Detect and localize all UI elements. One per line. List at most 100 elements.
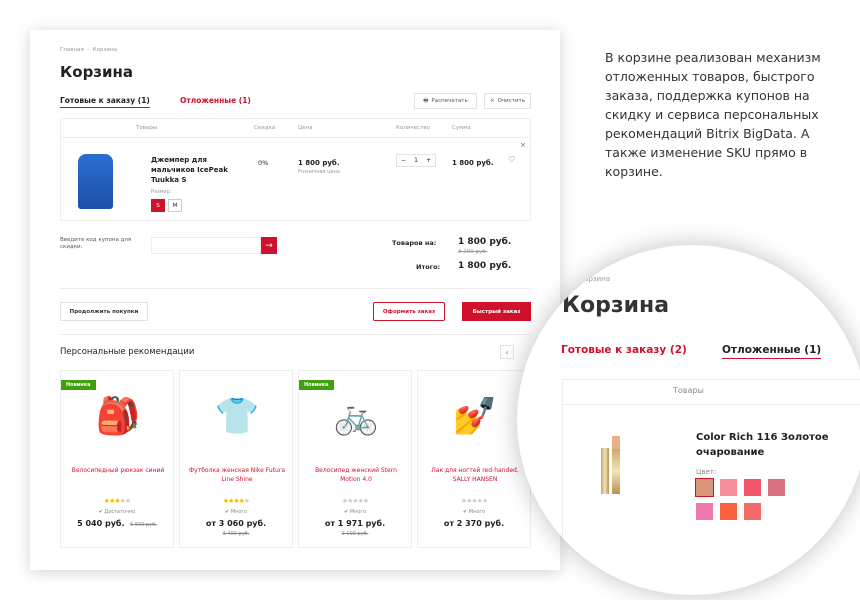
star-icon: ★ — [341, 497, 348, 505]
check-icon: ✔ — [224, 509, 230, 515]
color-swatch[interactable] — [744, 479, 761, 496]
star-icon: ★ — [222, 497, 229, 505]
zoom-lipstick-image[interactable] — [601, 448, 609, 494]
print-label: Распечатать — [431, 98, 468, 104]
quantity-value[interactable]: 1 — [414, 157, 418, 164]
product-image[interactable]: 🚲 — [333, 396, 379, 437]
availability: ✔ Много — [180, 509, 292, 515]
product-image[interactable]: 👕 — [214, 396, 260, 437]
plus-button[interactable]: + — [426, 157, 432, 164]
recommendation-card[interactable]: Новинка 🎒 Велосипедный рюкзак синий ★★★★… — [60, 370, 174, 548]
old-price: 5 600 руб. — [130, 522, 157, 528]
check-icon: ✔ — [343, 509, 349, 515]
color-swatch[interactable] — [696, 503, 713, 520]
star-icon: ★ — [103, 497, 110, 505]
size-label: Размер: — [151, 189, 172, 195]
availability-text: Много — [349, 509, 367, 515]
zoom-table: Товары Color Rich 116 Золотое очарование… — [562, 379, 860, 595]
divider — [60, 288, 531, 289]
zoom-color-label: Цвет: — [696, 468, 717, 476]
new-badge: Новинка — [61, 380, 96, 390]
tab-ready[interactable]: Готовые к заказу (1) — [60, 96, 150, 108]
size-m[interactable]: M — [168, 199, 182, 212]
recommendations-title: Персональные рекомендации — [60, 347, 195, 357]
goods-label: Товаров на: — [392, 239, 437, 247]
star-icon: ★ — [119, 497, 126, 505]
continue-shopping-button[interactable]: Продолжить покупки — [60, 302, 148, 321]
quantity-stepper[interactable]: − 1 + — [396, 154, 436, 167]
zoom-breadcrumb-home[interactable]: Главная — [542, 275, 573, 283]
print-button[interactable]: 🖶 Распечатать — [414, 93, 477, 109]
current-price: от 1 971 руб. — [324, 519, 386, 528]
rating: ★★★★★ — [418, 497, 530, 505]
header-quantity: Количество — [396, 125, 430, 131]
product-name[interactable]: Джемпер для мальчиков IcePeak Tuukka S — [151, 156, 228, 184]
color-swatch[interactable] — [720, 479, 737, 496]
current-price: от 2 370 руб. — [443, 519, 505, 528]
star-icon: ★ — [124, 497, 131, 505]
product-image[interactable]: 🎒 — [95, 396, 141, 437]
color-swatch[interactable] — [720, 503, 737, 520]
color-swatches — [695, 478, 806, 520]
color-swatch[interactable] — [744, 503, 761, 520]
star-icon: ★ — [476, 497, 483, 505]
star-icon: ★ — [238, 497, 245, 505]
price: от 1 971 руб. 2 190 руб. — [299, 519, 411, 537]
chevron-left-icon: ‹ — [505, 347, 509, 357]
availability: ✔ Достаточно — [61, 509, 173, 515]
price: 5 040 руб. 5 600 руб. — [61, 519, 173, 528]
color-swatch[interactable] — [695, 478, 714, 497]
sum: 1 800 руб. — [452, 159, 494, 167]
size-s[interactable]: S — [151, 199, 165, 212]
current-price: 5 040 руб. — [77, 519, 125, 528]
close-icon: × — [489, 98, 495, 104]
zoom-tab-delayed[interactable]: Отложенные (1) — [722, 344, 822, 359]
breadcrumb-current: Корзина — [92, 47, 117, 53]
prev-button[interactable]: ‹ — [500, 345, 514, 359]
coupon-input[interactable] — [151, 237, 261, 254]
zoom-title: Корзина — [562, 293, 670, 318]
product-name[interactable]: Велосипедный рюкзак синий — [71, 467, 165, 474]
tab-delayed[interactable]: Отложенные (1) — [180, 96, 251, 105]
heart-icon[interactable]: ♡ — [508, 155, 516, 164]
printer-icon: 🖶 — [423, 97, 429, 104]
quick-order-button[interactable]: Быстрый заказ — [462, 302, 531, 321]
breadcrumb-home[interactable]: Главная — [60, 47, 84, 53]
minus-button[interactable]: − — [400, 157, 406, 164]
clear-label: Очистить — [497, 98, 525, 104]
price: 1 800 руб. — [298, 159, 340, 167]
header-price: Цена — [298, 125, 313, 131]
zoom-magnifier: Главная - Корзина Корзина Готовые к зака… — [517, 245, 860, 595]
color-swatch[interactable] — [768, 479, 785, 496]
clear-button[interactable]: × Очистить — [484, 93, 531, 109]
new-badge: Новинка — [299, 380, 334, 390]
page-title: Корзина — [60, 63, 134, 81]
zoom-product-name[interactable]: Color Rich 116 Золотое очарование — [696, 432, 829, 458]
checkout-button[interactable]: Оформить заказ — [373, 302, 445, 321]
total: 1 800 руб. — [458, 261, 512, 271]
product-name[interactable]: Футболка женская Nike Futura Line Shine — [189, 467, 285, 483]
remove-icon[interactable]: × — [520, 141, 526, 149]
product-name[interactable]: Велосипед женский Stern Motion 4.0 — [315, 467, 397, 483]
check-icon: ✔ — [98, 509, 103, 515]
product-name[interactable]: Лак для ногтей red-handed, SALLY HANSEN — [431, 467, 519, 483]
recommendation-card[interactable]: 💅 Лак для ногтей red-handed, SALLY HANSE… — [417, 370, 531, 548]
star-icon: ★ — [357, 497, 364, 505]
zoom-lipstick-image-2 — [612, 436, 620, 494]
zoom-tab-ready[interactable]: Готовые к заказу (2) — [561, 344, 687, 356]
cart-page: Главная - Корзина Корзина Готовые к зака… — [30, 30, 560, 570]
goods-old-total: 3 200 руб. — [458, 249, 488, 255]
price: от 2 370 руб. — [418, 519, 530, 528]
product-image[interactable] — [78, 154, 113, 209]
recommendation-card[interactable]: Новинка 🚲 Велосипед женский Stern Motion… — [298, 370, 412, 548]
zoom-breadcrumb-current: Корзина — [579, 275, 611, 283]
cart-table: Товары Скидка Цена Количество Сумма Джем… — [60, 118, 531, 221]
rating: ★★★★★ — [299, 497, 411, 505]
header-discount: Скидка — [254, 125, 276, 131]
product-image[interactable]: 💅 — [452, 396, 498, 437]
total-label: Итого: — [416, 263, 441, 271]
current-price: от 3 060 руб. — [205, 519, 267, 528]
star-icon: ★ — [243, 497, 250, 505]
recommendation-card[interactable]: 👕 Футболка женская Nike Futura Line Shin… — [179, 370, 293, 548]
apply-coupon-button[interactable]: → — [261, 237, 277, 254]
